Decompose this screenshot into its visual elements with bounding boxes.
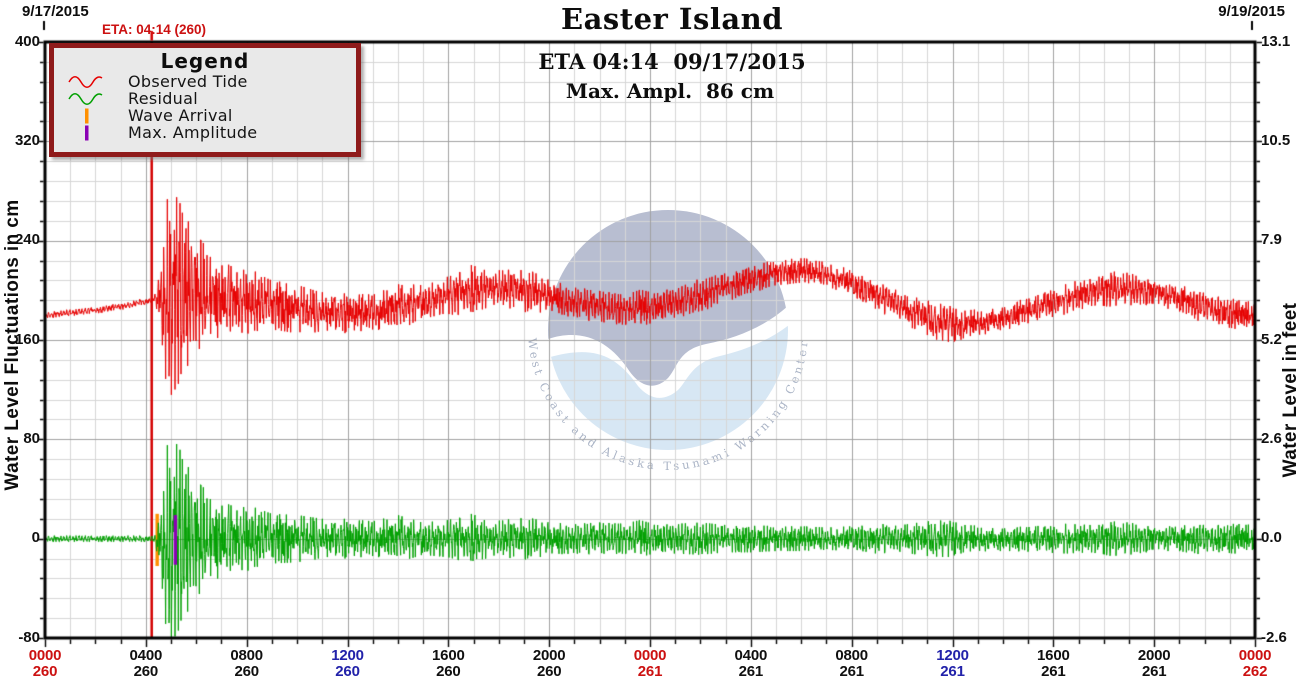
- legend-label-residual: Residual: [128, 89, 198, 108]
- max-amplitude-subtitle: Max. Ampl. 86 cm: [565, 79, 775, 103]
- wave-arrival-bar-icon: [66, 108, 128, 124]
- legend-item-max-amplitude: Max. Amplitude: [66, 123, 356, 142]
- start-date-label: 9/17/2015: [22, 3, 89, 20]
- page-title: Easter Island: [560, 2, 784, 36]
- legend-label-wave-arrival: Wave Arrival: [128, 106, 233, 125]
- legend-title: Legend: [160, 49, 250, 73]
- eta-marker-label: ETA: 04:14 (260): [101, 22, 207, 37]
- legend-item-observed-tide: Observed Tide: [66, 72, 356, 91]
- legend-item-residual: Residual: [66, 89, 356, 108]
- legend-box: Legend Observed Tide Residual Wave Arriv…: [49, 43, 361, 157]
- eta-subtitle: ETA 04:14 09/17/2015: [538, 49, 806, 74]
- max-amplitude-bar-icon: [66, 125, 128, 141]
- right-axis-title: Water Level in feet: [1280, 302, 1301, 478]
- left-axis-title: Water Level Fluctuations in cm: [2, 199, 23, 491]
- legend-label-max-amplitude: Max. Amplitude: [128, 123, 258, 142]
- observed-tide-wave-icon: [66, 74, 128, 90]
- legend-label-observed-tide: Observed Tide: [128, 72, 248, 91]
- residual-wave-icon: [66, 91, 128, 107]
- legend-item-wave-arrival: Wave Arrival: [66, 106, 356, 125]
- end-date-label: 9/19/2015: [1218, 3, 1285, 20]
